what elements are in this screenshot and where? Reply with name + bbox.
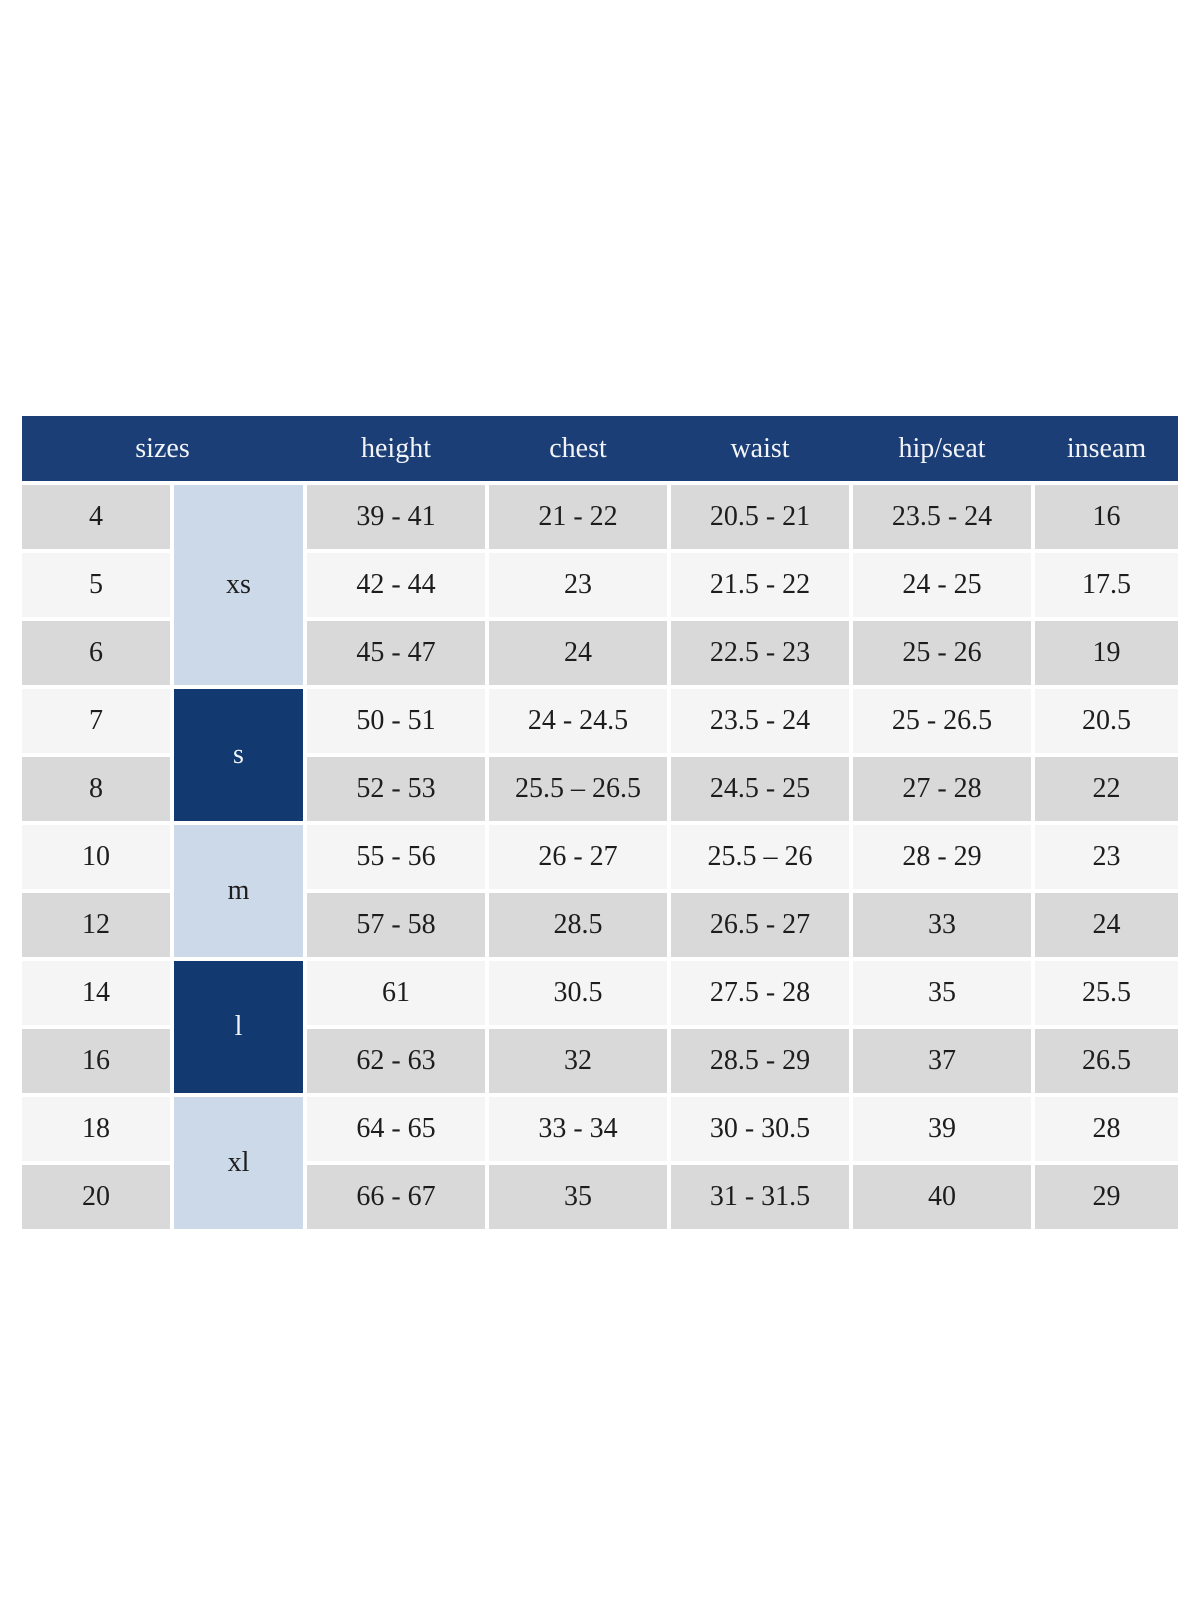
header-waist: waist <box>730 432 790 464</box>
cell-chest: 26 - 27 <box>489 825 667 889</box>
table-header-bar <box>22 416 1178 481</box>
cell-hip-seat: 39 <box>853 1097 1031 1161</box>
cell-height: 66 - 67 <box>307 1165 485 1229</box>
cell-size: 12 <box>22 893 170 957</box>
cell-waist: 28.5 - 29 <box>671 1029 849 1093</box>
cell-chest: 21 - 22 <box>489 485 667 549</box>
cell-chest: 25.5 – 26.5 <box>489 757 667 821</box>
cell-waist: 22.5 - 23 <box>671 621 849 685</box>
cell-chest: 24 <box>489 621 667 685</box>
cell-height: 64 - 65 <box>307 1097 485 1161</box>
cell-size: 5 <box>22 553 170 617</box>
cell-hip-seat: 40 <box>853 1165 1031 1229</box>
cell-size: 4 <box>22 485 170 549</box>
cell-inseam: 22 <box>1035 757 1178 821</box>
cell-height: 45 - 47 <box>307 621 485 685</box>
cell-hip-seat: 35 <box>853 961 1031 1025</box>
cell-inseam: 23 <box>1035 825 1178 889</box>
cell-chest: 30.5 <box>489 961 667 1025</box>
cell-height: 42 - 44 <box>307 553 485 617</box>
cell-height: 50 - 51 <box>307 689 485 753</box>
cell-hip-seat: 37 <box>853 1029 1031 1093</box>
cell-hip-seat: 23.5 - 24 <box>853 485 1031 549</box>
size-group-m: m <box>174 825 303 957</box>
cell-size: 10 <box>22 825 170 889</box>
cell-inseam: 16 <box>1035 485 1178 549</box>
cell-height: 61 <box>307 961 485 1025</box>
size-group-xs: xs <box>174 485 303 685</box>
header-chest: chest <box>549 432 607 464</box>
header-inseam: inseam <box>1066 432 1147 464</box>
size-group-xl: xl <box>174 1097 303 1229</box>
cell-waist: 26.5 - 27 <box>671 893 849 957</box>
cell-waist: 20.5 - 21 <box>671 485 849 549</box>
cell-waist: 30 - 30.5 <box>671 1097 849 1161</box>
cell-height: 55 - 56 <box>307 825 485 889</box>
cell-chest: 28.5 <box>489 893 667 957</box>
cell-waist: 21.5 - 22 <box>671 553 849 617</box>
cell-size: 16 <box>22 1029 170 1093</box>
cell-size: 7 <box>22 689 170 753</box>
cell-waist: 27.5 - 28 <box>671 961 849 1025</box>
cell-hip-seat: 25 - 26 <box>853 621 1031 685</box>
cell-inseam: 17.5 <box>1035 553 1178 617</box>
cell-inseam: 28 <box>1035 1097 1178 1161</box>
size-group-l: l <box>174 961 303 1093</box>
cell-waist: 23.5 - 24 <box>671 689 849 753</box>
cell-size: 8 <box>22 757 170 821</box>
cell-height: 52 - 53 <box>307 757 485 821</box>
cell-size: 18 <box>22 1097 170 1161</box>
cell-height: 62 - 63 <box>307 1029 485 1093</box>
cell-inseam: 24 <box>1035 893 1178 957</box>
cell-inseam: 19 <box>1035 621 1178 685</box>
size-group-s: s <box>174 689 303 821</box>
cell-hip-seat: 25 - 26.5 <box>853 689 1031 753</box>
cell-hip-seat: 33 <box>853 893 1031 957</box>
cell-chest: 23 <box>489 553 667 617</box>
cell-chest: 32 <box>489 1029 667 1093</box>
cell-waist: 31 - 31.5 <box>671 1165 849 1229</box>
size-chart-table: sizes height chest waist hip/seat inseam… <box>22 416 1178 1229</box>
header-hip-seat: hip/seat <box>898 432 986 464</box>
cell-inseam: 26.5 <box>1035 1029 1178 1093</box>
header-sizes: sizes <box>135 432 190 464</box>
cell-chest: 24 - 24.5 <box>489 689 667 753</box>
cell-waist: 24.5 - 25 <box>671 757 849 821</box>
cell-inseam: 25.5 <box>1035 961 1178 1025</box>
cell-inseam: 20.5 <box>1035 689 1178 753</box>
cell-height: 39 - 41 <box>307 485 485 549</box>
cell-chest: 33 - 34 <box>489 1097 667 1161</box>
cell-height: 57 - 58 <box>307 893 485 957</box>
cell-size: 14 <box>22 961 170 1025</box>
cell-hip-seat: 24 - 25 <box>853 553 1031 617</box>
cell-hip-seat: 28 - 29 <box>853 825 1031 889</box>
header-height: height <box>361 432 431 464</box>
cell-waist: 25.5 – 26 <box>671 825 849 889</box>
cell-chest: 35 <box>489 1165 667 1229</box>
cell-size: 20 <box>22 1165 170 1229</box>
cell-size: 6 <box>22 621 170 685</box>
cell-inseam: 29 <box>1035 1165 1178 1229</box>
cell-hip-seat: 27 - 28 <box>853 757 1031 821</box>
